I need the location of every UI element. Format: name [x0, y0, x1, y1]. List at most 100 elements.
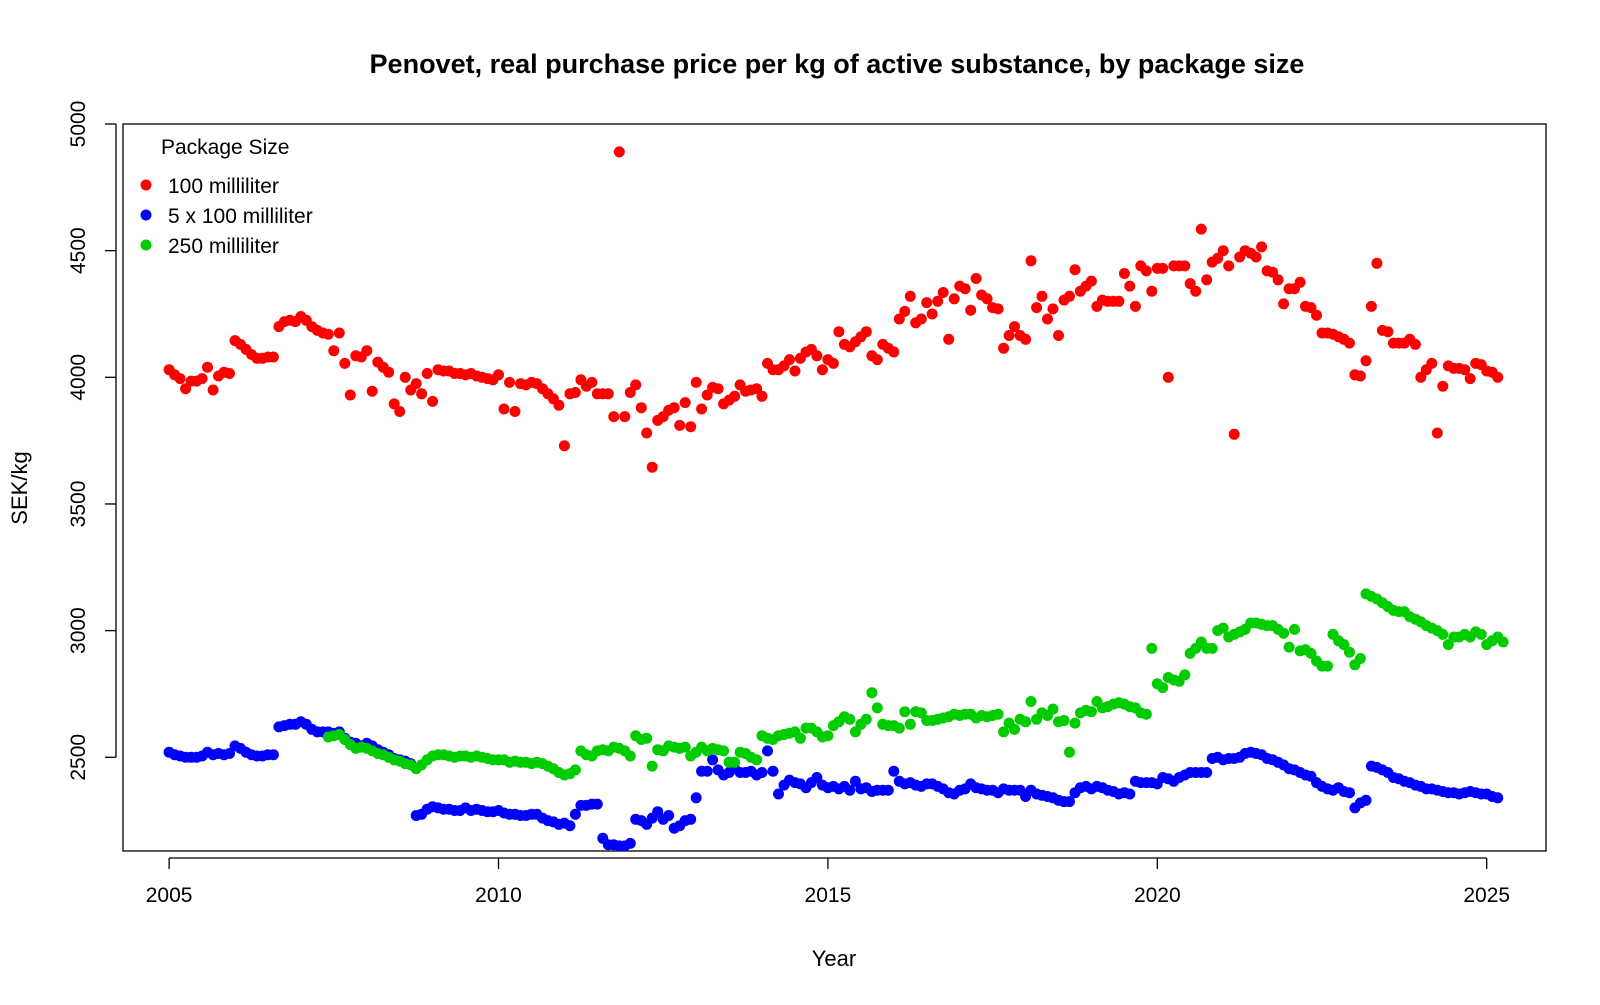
data-point [608, 411, 620, 423]
data-point [679, 741, 691, 753]
data-point [663, 810, 675, 821]
x-tick-label: 2010 [475, 884, 522, 907]
data-point [1025, 696, 1037, 707]
data-point [674, 419, 686, 431]
data-point [1459, 364, 1471, 376]
data-point [882, 784, 894, 796]
data-point [619, 411, 631, 423]
data-point [827, 357, 839, 369]
data-point [888, 765, 900, 777]
data-point [569, 808, 581, 820]
data-point [893, 313, 905, 325]
data-point [899, 706, 911, 718]
data-point [1250, 251, 1262, 263]
data-point [1228, 428, 1240, 440]
data-point [668, 402, 680, 414]
data-point [652, 806, 664, 818]
data-point [1179, 260, 1191, 272]
legend-marker [140, 209, 152, 221]
y-axis: 2500 3000 3500 4000 4500 5000 [67, 101, 117, 781]
data-point [1157, 262, 1169, 274]
data-point [1085, 706, 1097, 718]
data-point [1267, 266, 1279, 278]
data-point [1053, 330, 1064, 341]
data-point [1195, 223, 1207, 235]
data-point [328, 345, 340, 357]
data-point [871, 702, 883, 714]
data-point [756, 390, 768, 402]
data-point [1322, 660, 1333, 672]
data-point [932, 295, 944, 307]
data-point [1294, 276, 1306, 288]
data-point [394, 406, 406, 417]
data-point [1354, 653, 1366, 664]
legend-label: 100 milliliter [168, 175, 279, 198]
data-point [756, 767, 768, 778]
data-point [1124, 788, 1136, 800]
data-point [1025, 255, 1037, 267]
data-point [1201, 274, 1213, 286]
data-point [1338, 639, 1350, 651]
data-point [613, 146, 625, 158]
data-point [366, 385, 378, 397]
data-point [646, 461, 658, 473]
data-point [1201, 767, 1213, 778]
data-point [586, 376, 598, 388]
x-tick-label: 2025 [1463, 884, 1510, 907]
data-point [751, 383, 763, 395]
data-point [224, 368, 235, 379]
data-point [267, 749, 279, 761]
data-point [1371, 257, 1383, 269]
data-point [421, 368, 433, 379]
data-point [1437, 380, 1449, 392]
data-point [860, 713, 872, 725]
data-point [871, 354, 883, 366]
data-point [1426, 357, 1438, 369]
data-point [970, 273, 982, 284]
data-point [1305, 302, 1317, 314]
data-point [707, 754, 719, 766]
data-point [1020, 333, 1032, 345]
data-point [1064, 746, 1075, 758]
data-point [888, 346, 900, 358]
data-point [1162, 371, 1174, 383]
data-point [685, 421, 697, 433]
data-point [399, 371, 411, 383]
data-point [1475, 628, 1487, 640]
data-point [751, 754, 763, 766]
data-point [1344, 646, 1355, 658]
data-point [1272, 274, 1284, 286]
data-point [904, 290, 916, 302]
data-point [729, 390, 741, 402]
data-point [602, 388, 614, 400]
data-point [1217, 622, 1229, 634]
data-point [635, 402, 647, 414]
data-point [849, 775, 861, 787]
data-point [690, 792, 702, 804]
data-point [1256, 241, 1268, 253]
data-point [1047, 303, 1059, 315]
data-point [1360, 794, 1372, 806]
data-point [1140, 265, 1152, 277]
data-point [646, 760, 658, 772]
x-tick-label: 2015 [805, 884, 852, 907]
data-point [915, 313, 927, 325]
data-point [1217, 245, 1229, 257]
data-point [794, 732, 806, 744]
y-tick-label: 4500 [67, 227, 90, 274]
legend-title: Package Size [161, 136, 289, 159]
data-point [696, 403, 708, 415]
data-point [1492, 792, 1504, 804]
data-point [174, 373, 186, 385]
y-tick-label: 3500 [67, 481, 90, 528]
data-point [1146, 285, 1158, 297]
x-axis: 2005 2010 2015 2020 2025 [146, 857, 1510, 907]
data-point [202, 361, 213, 373]
data-point [1003, 330, 1015, 341]
y-tick-label: 5000 [67, 101, 90, 148]
data-point [811, 350, 823, 362]
data-point [998, 342, 1010, 354]
data-point [1305, 647, 1317, 659]
